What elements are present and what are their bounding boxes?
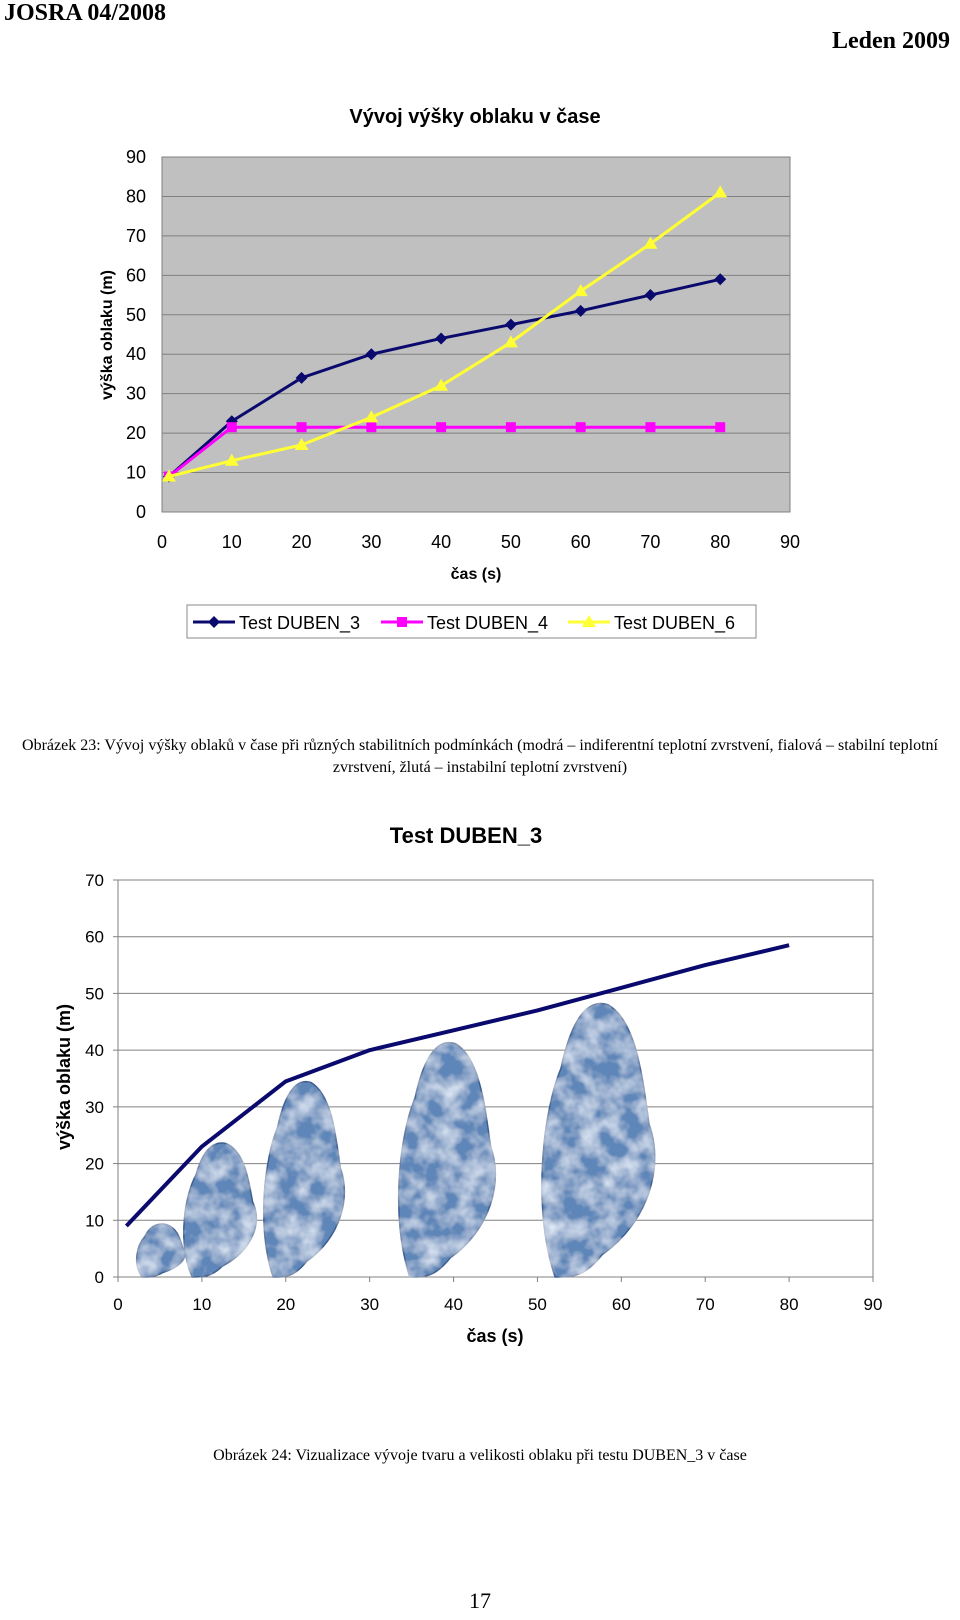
- chart2-x-ticks: 0 10 20 30 40 50 60 70 80 90: [113, 1277, 882, 1314]
- chart2-x-tick-label: 60: [612, 1295, 631, 1314]
- chart2-cloud-shapes: [135, 1002, 656, 1278]
- chart1-x-tick-label: 70: [640, 532, 660, 552]
- chart1-y-tick-label: 10: [126, 463, 146, 483]
- chart1-data-point: [364, 410, 379, 423]
- chart1-data-point: [714, 273, 727, 286]
- chart2-x-tick-label: 30: [360, 1295, 379, 1314]
- chart2-y-tick-label: 20: [85, 1155, 104, 1174]
- chart1-data-point: [294, 437, 309, 450]
- chart2-y-tick-label: 10: [85, 1211, 104, 1230]
- page-number: 17: [469, 1588, 491, 1613]
- chart2-x-axis-label: čas (s): [466, 1326, 523, 1346]
- chart1-data-point: [366, 422, 377, 433]
- chart1-x-tick-label: 40: [431, 532, 451, 552]
- chart2-title: Test DUBEN_3: [390, 823, 542, 848]
- chart1-x-tick-label: 80: [710, 532, 730, 552]
- chart2-x-tick-label: 40: [444, 1295, 463, 1314]
- chart1-data-point: [161, 469, 176, 482]
- chart1-gridlines: [162, 156, 790, 513]
- chart1-data-point: [505, 422, 516, 433]
- date-header: Leden 2009: [831, 28, 950, 54]
- chart1-data-point: [503, 335, 518, 348]
- chart2-y-ticks: 0 10 20 30 40 50 60 70: [85, 871, 118, 1287]
- chart1-series: [161, 185, 728, 483]
- chart1-y-tick-label: 0: [136, 502, 146, 522]
- chart1-x-ticks: 0 10 20 30 40 50 60 70 80 90: [157, 532, 800, 552]
- journal-header: JOSRA 04/2008: [4, 0, 167, 26]
- chart2-y-tick-label: 60: [85, 928, 104, 947]
- chart2-x-tick-label: 50: [528, 1295, 547, 1314]
- chart1-data-point: [435, 332, 448, 345]
- chart1-y-tick-label: 60: [126, 265, 146, 285]
- chart1-data-point: [574, 304, 587, 317]
- chart2-x-tick-label: 80: [780, 1295, 799, 1314]
- chart1-y-tick-label: 80: [126, 186, 146, 206]
- chart2-series: [124, 943, 790, 1228]
- chart1-data-point: [295, 371, 308, 384]
- chart2-x-tick-label: 0: [113, 1295, 122, 1314]
- chart1-x-tick-label: 50: [501, 532, 521, 552]
- chart1-data-point: [434, 378, 449, 391]
- chart1-x-tick-label: 60: [571, 532, 591, 552]
- chart1-data-point: [224, 453, 239, 466]
- chart1-title: Vývoj výšky oblaku v čase: [349, 106, 600, 128]
- chart1-y-tick-label: 20: [126, 423, 146, 443]
- chart1-data-point: [575, 422, 586, 433]
- chart1-data-point: [436, 422, 447, 433]
- chart2-x-tick-label: 20: [276, 1295, 295, 1314]
- chart1-legend-marker: [208, 616, 220, 628]
- chart1-legend-label: Test DUBEN_6: [614, 613, 735, 634]
- cloud-shape-3: [263, 1080, 346, 1278]
- chart2-y-tick-label: 70: [85, 871, 104, 890]
- chart1-data-point: [504, 318, 517, 331]
- figure-23-caption: Obrázek 23: Vývoj výšky oblaků v čase př…: [22, 737, 938, 776]
- cloud-shape-4: [397, 1041, 497, 1278]
- chart1-x-axis-label: čas (s): [451, 566, 502, 583]
- chart1-y-tick-label: 50: [126, 305, 146, 325]
- chart1-y-ticks: 0 10 20 30 40 50 60 70 80 90: [126, 147, 146, 522]
- chart2-y-tick-label: 0: [95, 1268, 104, 1287]
- chart1-data-point: [296, 422, 307, 433]
- chart2-x-tick-label: 70: [696, 1295, 715, 1314]
- chart1-legend-label: Test DUBEN_4: [427, 613, 548, 634]
- chart1-y-tick-label: 70: [126, 226, 146, 246]
- chart1-data-point: [645, 422, 656, 433]
- chart2-x-tick-label: 90: [864, 1295, 883, 1314]
- chart1-data-point: [715, 422, 726, 433]
- chart-cloud-height-comparison: Vývoj výšky oblaku v čase 0 10 20 30 40 50 60 7…: [99, 106, 800, 639]
- cloud-shape-5: [541, 1002, 656, 1278]
- chart1-legend-marker: [397, 617, 407, 627]
- chart1-x-tick-label: 0: [157, 532, 167, 552]
- chart1-legend-entries: Test DUBEN_3 Test DUBEN_4 Test DUBEN_6: [193, 613, 735, 634]
- chart-duben3-visualization: Test DUBEN_3 0 10 20 30 40 50 60 70 0 10 20 30 40 50…: [54, 823, 882, 1346]
- chart1-x-tick-label: 10: [222, 532, 242, 552]
- chart2-y-tick-label: 50: [85, 984, 104, 1003]
- chart1-x-tick-label: 30: [361, 532, 381, 552]
- figure-24-caption: Obrázek 24: Vizualizace vývoje tvaru a v…: [213, 1447, 747, 1464]
- chart1-y-tick-label: 40: [126, 344, 146, 364]
- chart1-data-point: [573, 284, 588, 297]
- chart2-x-tick-label: 10: [192, 1295, 211, 1314]
- chart1-y-axis-label: výška oblaku (m): [99, 270, 116, 400]
- chart1-data-point: [644, 289, 657, 302]
- chart2-y-tick-label: 40: [85, 1041, 104, 1060]
- chart2-series-line: [124, 943, 790, 1228]
- cloud-shape-1: [135, 1223, 186, 1278]
- chart1-data-point: [643, 236, 658, 249]
- chart2-y-axis-label: výška oblaku (m): [54, 1004, 74, 1150]
- chart2-y-tick-label: 30: [85, 1098, 104, 1117]
- chart1-y-tick-label: 90: [126, 147, 146, 167]
- chart1-data-point: [226, 422, 237, 433]
- cloud-shape-2: [183, 1142, 257, 1278]
- chart1-x-tick-label: 20: [292, 532, 312, 552]
- chart1-legend-label: Test DUBEN_3: [239, 613, 360, 634]
- chart1-legend: [186, 604, 757, 639]
- chart1-data-point: [713, 185, 728, 198]
- chart1-y-tick-label: 30: [126, 384, 146, 404]
- chart1-x-tick-label: 90: [780, 532, 800, 552]
- chart1-data-point: [365, 348, 378, 361]
- chart1-legend-marker: [582, 615, 596, 627]
